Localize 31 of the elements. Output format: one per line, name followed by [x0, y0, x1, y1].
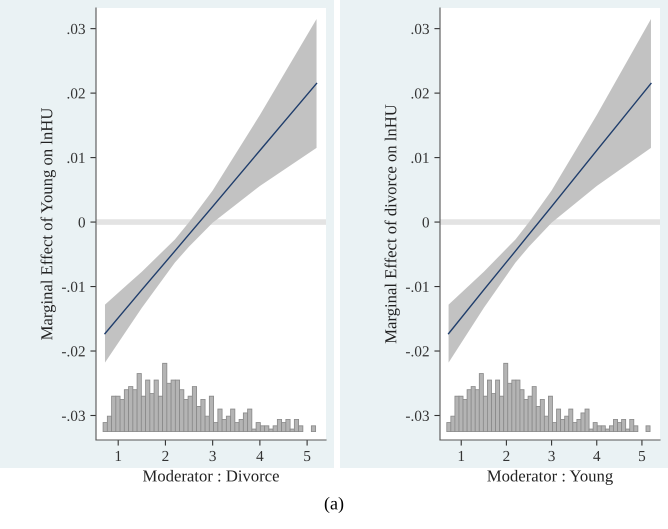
- y-tick-label: 0: [422, 217, 429, 228]
- x-tick-label: 1: [116, 450, 122, 462]
- x-tick-label: 4: [593, 450, 600, 462]
- line-series: [448, 82, 652, 334]
- y-axis-title: Marginal Effect of Young on lnHU: [40, 108, 56, 340]
- x-tick-label: 2: [503, 450, 510, 462]
- y-tick-label: .01: [411, 152, 429, 164]
- y-tick-label: -.02: [406, 346, 429, 357]
- x-tick-label: 3: [210, 450, 216, 462]
- x-tick-label: 5: [639, 451, 646, 462]
- y-tick-label: -.01: [62, 282, 85, 292]
- y-tick-label: .03: [67, 24, 85, 34]
- text: (a): [324, 496, 344, 514]
- y-tick-label: -.02: [62, 346, 85, 357]
- x-tick-label: 1: [458, 450, 464, 462]
- y-tick-label: .02: [67, 88, 85, 99]
- line-series: [104, 82, 318, 334]
- y-tick-label: .01: [67, 152, 85, 164]
- y-tick-label: 0: [78, 217, 85, 228]
- x-tick-label: 5: [304, 451, 310, 462]
- y-tick-label: .02: [411, 88, 429, 99]
- x-tick-label: 4: [256, 450, 264, 462]
- x-axis-title: Moderator : Divorce: [142, 470, 279, 482]
- x-tick-label: 3: [548, 450, 555, 462]
- y-tick-label: .03: [411, 24, 429, 34]
- y-tick-label: -.03: [406, 410, 429, 422]
- y-tick-label: -.03: [62, 410, 85, 422]
- x-axis-title: Moderator : Young: [487, 470, 613, 485]
- y-tick-label: -.01: [406, 282, 429, 292]
- x-tick-label: 2: [162, 450, 168, 462]
- y-axis-title: Marginal Effect of divorce on lnHU: [384, 104, 400, 344]
